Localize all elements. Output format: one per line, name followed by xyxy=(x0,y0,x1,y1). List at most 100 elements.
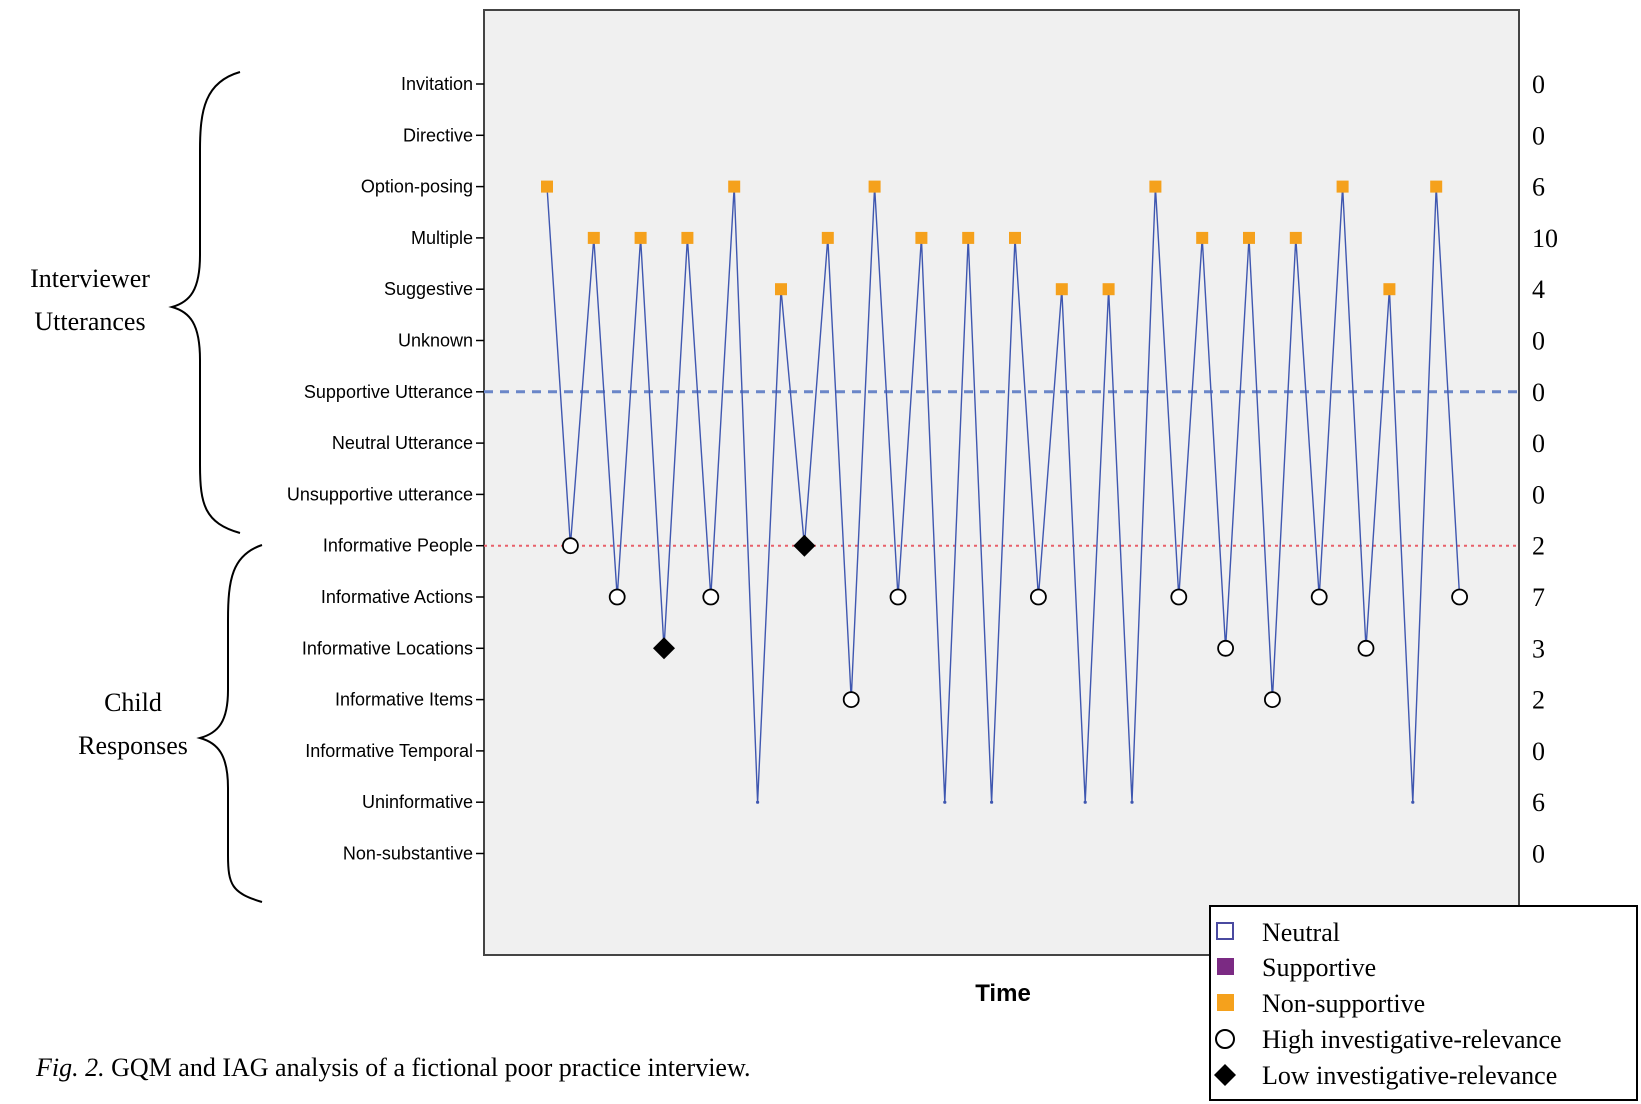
y-tick-label-uninformative: Uninformative xyxy=(362,792,473,812)
point-21 xyxy=(1009,231,1021,244)
y-tick-label-non-substantive: Non-substantive xyxy=(343,844,473,864)
point-38 xyxy=(1411,800,1415,804)
child-brace xyxy=(196,544,263,903)
point-36 xyxy=(1357,639,1375,657)
point-31 xyxy=(1243,231,1255,244)
y-tick-label-suggestive: Suggestive xyxy=(384,279,473,299)
point-40 xyxy=(1451,588,1468,606)
category-counts: 0 0 6 10 4 0 0 0 0 2 7 3 2 0 6 0 xyxy=(1532,70,1558,869)
y-tick-label-informative-people: Informative People xyxy=(323,536,473,556)
count-suggestive: 4 xyxy=(1532,275,1545,304)
x-axis-label: Time xyxy=(975,980,1031,1007)
interviewer-label-line2: Utterances xyxy=(34,307,145,336)
count-invitation: 0 xyxy=(1532,70,1545,99)
y-tick-label-informative-temporal: Informative Temporal xyxy=(305,741,473,761)
legend-box xyxy=(1209,905,1638,1101)
point-23 xyxy=(1055,283,1068,296)
point-8 xyxy=(702,588,720,606)
plot-area xyxy=(483,9,1520,956)
point-12 xyxy=(793,534,816,557)
point-18 xyxy=(943,800,947,804)
point-27 xyxy=(1149,180,1162,193)
legend-swatch-low xyxy=(1214,1064,1236,1086)
count-informative-items: 2 xyxy=(1532,686,1545,715)
point-15 xyxy=(868,180,881,193)
point-25 xyxy=(1102,283,1115,296)
point-26 xyxy=(1130,800,1134,804)
y-tick-label-unknown: Unknown xyxy=(398,331,473,351)
count-directive: 0 xyxy=(1532,121,1545,150)
reference-lines xyxy=(484,390,1519,547)
figure-caption: Fig. 2. GQM and IAG analysis of a fictio… xyxy=(35,1053,751,1082)
legend-label-non-supportive: Non-supportive xyxy=(1262,989,1425,1018)
legend-label-neutral: Neutral xyxy=(1262,918,1340,947)
count-informative-temporal: 0 xyxy=(1532,737,1545,766)
point-7 xyxy=(681,231,694,244)
y-tick-label-multiple: Multiple xyxy=(411,228,473,248)
child-label-line1: Child xyxy=(104,688,162,717)
point-37 xyxy=(1383,283,1396,296)
child-label-line2: Responses xyxy=(78,731,188,760)
legend-label-supportive: Supportive xyxy=(1262,953,1376,982)
point-17 xyxy=(915,231,928,244)
point-28 xyxy=(1170,588,1188,606)
point-32 xyxy=(1264,691,1281,708)
point-14 xyxy=(842,691,860,708)
point-24 xyxy=(1083,800,1087,804)
series-line xyxy=(546,186,1461,803)
point-3 xyxy=(587,231,600,244)
point-35 xyxy=(1336,180,1349,193)
interviewer-label-line1: Interviewer xyxy=(30,264,150,293)
legend-label-high: High investigative-relevance xyxy=(1262,1025,1562,1054)
count-informative-actions: 7 xyxy=(1532,583,1545,612)
y-tick-label-neutral-utterance: Neutral Utterance xyxy=(332,433,473,453)
count-non-substantive: 0 xyxy=(1532,840,1545,869)
y-tick-label-directive: Directive xyxy=(403,125,473,145)
count-uninformative: 6 xyxy=(1532,788,1545,817)
point-34 xyxy=(1310,588,1328,606)
point-20 xyxy=(990,800,994,804)
point-19 xyxy=(962,231,975,244)
markers xyxy=(541,180,1468,804)
legend: Neutral Supportive Non-supportive High i… xyxy=(1209,905,1638,1101)
y-tick-label-supportive-utterance: Supportive Utterance xyxy=(304,382,473,402)
point-10 xyxy=(756,800,760,804)
point-4 xyxy=(608,588,626,606)
legend-swatch-neutral xyxy=(1216,922,1234,940)
point-13 xyxy=(821,231,834,244)
legend-swatch-high xyxy=(1215,1029,1235,1049)
legend-swatch-non-supportive xyxy=(1217,994,1234,1011)
point-9 xyxy=(728,180,741,193)
count-informative-people: 2 xyxy=(1532,532,1545,561)
y-tick-label-informative-actions: Informative Actions xyxy=(321,587,473,607)
point-2 xyxy=(562,537,579,555)
count-multiple: 10 xyxy=(1532,224,1558,253)
y-axis: Invitation Directive Option-posing Multiple… xyxy=(287,74,484,864)
count-informative-locations: 3 xyxy=(1532,634,1545,663)
point-16 xyxy=(889,588,907,606)
point-30 xyxy=(1217,639,1234,657)
point-29 xyxy=(1196,231,1209,244)
count-unsupportive-utterance: 0 xyxy=(1532,480,1545,509)
point-1 xyxy=(541,180,553,193)
caption-prefix: Fig. 2. xyxy=(35,1053,105,1082)
legend-swatch-supportive xyxy=(1217,958,1234,975)
count-unknown: 0 xyxy=(1532,327,1545,356)
count-option-posing: 6 xyxy=(1532,173,1545,202)
point-33 xyxy=(1289,231,1302,244)
caption-text: GQM and IAG analysis of a fictional poor… xyxy=(105,1053,751,1082)
point-6 xyxy=(653,637,675,660)
point-39 xyxy=(1430,180,1443,193)
legend-label-low: Low investigative-relevance xyxy=(1262,1061,1557,1090)
interviewer-brace xyxy=(168,71,241,534)
y-tick-label-invitation: Invitation xyxy=(401,74,473,94)
y-tick-label-informative-locations: Informative Locations xyxy=(302,638,473,658)
count-neutral-utterance: 0 xyxy=(1532,429,1545,458)
point-11 xyxy=(775,283,787,296)
sequence-line xyxy=(546,186,1461,803)
y-tick-label-unsupportive-utterance: Unsupportive utterance xyxy=(287,484,473,504)
point-22 xyxy=(1030,588,1047,606)
y-tick-label-option-posing: Option-posing xyxy=(361,177,473,197)
point-5 xyxy=(634,231,647,244)
